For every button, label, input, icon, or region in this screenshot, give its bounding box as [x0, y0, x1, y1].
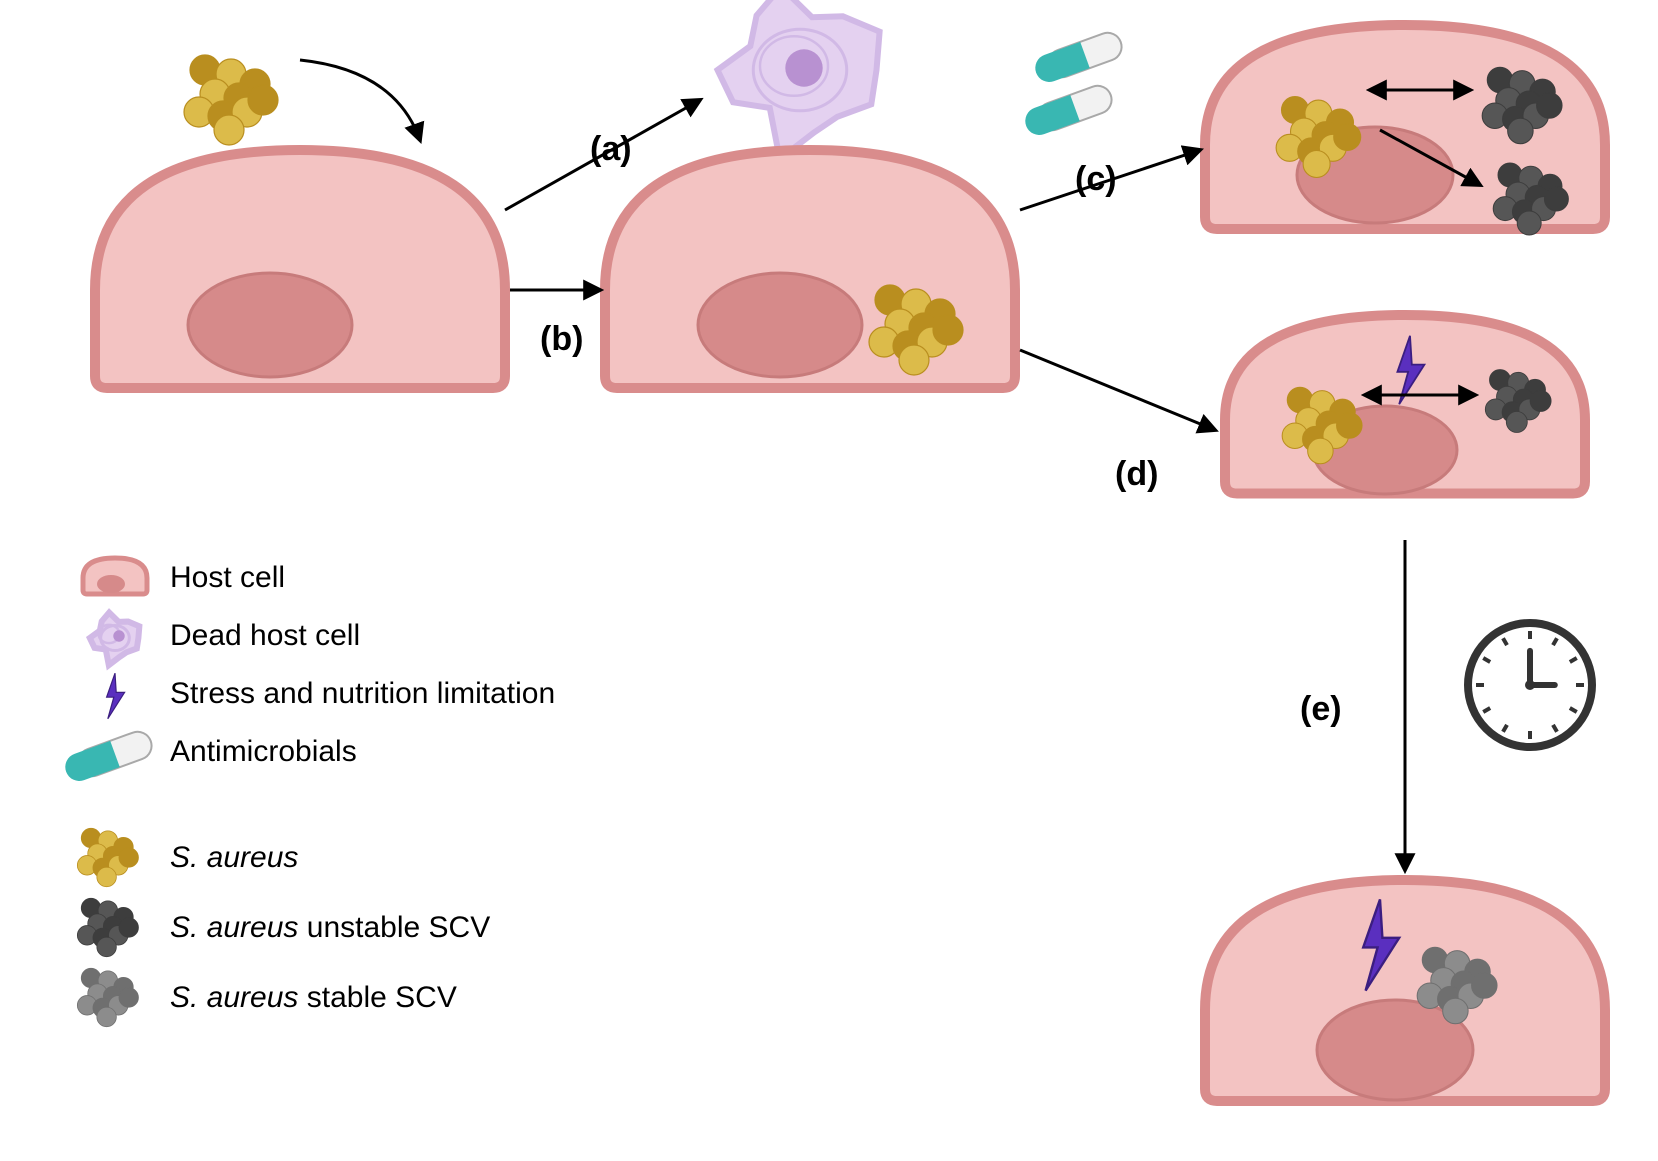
curved-arrow	[300, 60, 420, 140]
step-label-a: (a)	[590, 130, 632, 169]
clock-icon	[1468, 623, 1592, 747]
step-label-e: (e)	[1300, 690, 1342, 729]
scv-unstable-cluster	[77, 898, 138, 957]
dead-nucleus	[785, 49, 822, 86]
saureus-cluster	[77, 828, 138, 887]
step-label-b: (b)	[540, 320, 583, 359]
legend	[61, 558, 155, 1027]
pill-icon	[61, 728, 155, 785]
dead-nucleus	[113, 630, 124, 641]
legend-label: Dead host cell	[170, 619, 360, 653]
nucleus	[188, 273, 352, 377]
legend-label: S. aureus	[170, 841, 298, 875]
legend-label: Stress and nutrition limitation	[170, 677, 555, 711]
saureus-cluster	[184, 55, 278, 145]
arrow	[1020, 350, 1215, 430]
legend-label: S. aureus unstable SCV	[170, 911, 490, 945]
step-label-d: (d)	[1115, 455, 1158, 494]
pill-icon	[1031, 29, 1125, 86]
nucleus	[698, 273, 862, 377]
legend-label: S. aureus stable SCV	[170, 981, 457, 1015]
stress-bolt-icon	[107, 673, 125, 719]
step-label-c: (c)	[1075, 160, 1117, 199]
legend-label: Antimicrobials	[170, 735, 357, 769]
legend-label: Host cell	[170, 561, 285, 595]
pill-icon	[1021, 82, 1115, 139]
scv-stable-cluster	[77, 968, 138, 1027]
